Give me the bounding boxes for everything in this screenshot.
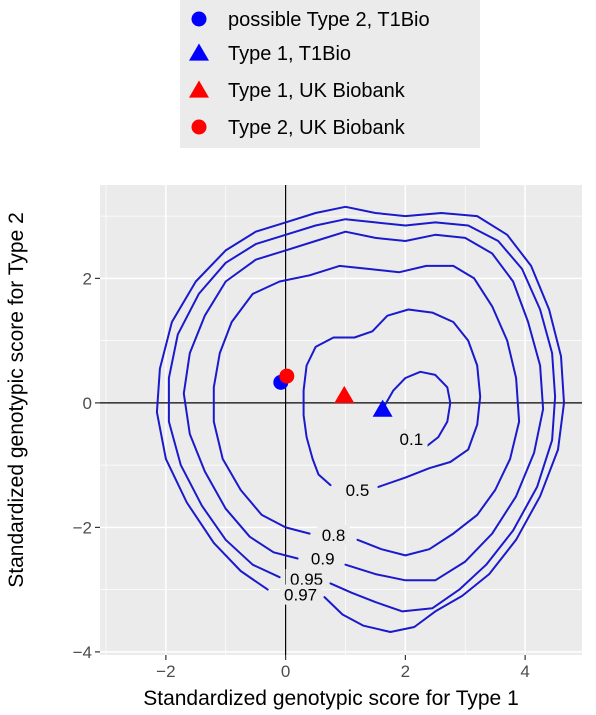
x-tick-label: −2: [156, 662, 175, 681]
contour-label-background: [306, 548, 339, 569]
y-tick-label: 0: [83, 394, 92, 413]
contour-line-0.5: [302, 308, 482, 488]
legend-marker: [189, 80, 209, 98]
contour-line-0.97: [155, 205, 565, 633]
legend-marker: [191, 119, 207, 135]
legend-label: Type 1, UK Biobank: [228, 80, 406, 102]
y-tick-label: −4: [73, 643, 92, 662]
y-tick-label: −2: [73, 518, 92, 537]
contour-label-background: [395, 428, 428, 449]
contour-label-background: [317, 524, 350, 545]
legend-label: possible Type 2, T1Bio: [228, 9, 430, 31]
contour-line-0.8: [212, 264, 521, 557]
contour-label: 0.97: [284, 586, 317, 605]
contour-line-0.9: [182, 230, 545, 582]
y-axis-ticks: −4 −2 0 2: [73, 269, 100, 662]
contour-labels: 0.1 0.5 0.8 0.90.950.97: [279, 428, 428, 605]
contour-label: 0.1: [400, 430, 424, 449]
y-axis-title: Standardized genotypic score for Type 2: [5, 212, 28, 588]
x-tick-label: 4: [520, 662, 529, 681]
contour-label-background: [279, 584, 322, 605]
legend-marker: [191, 11, 207, 27]
contour-label: 0.5: [346, 481, 370, 500]
data-points: [273, 368, 393, 417]
contour-lines: [155, 205, 565, 633]
legend-label: Type 1, T1Bio: [228, 43, 351, 65]
x-axis-title: Standardized genotypic score for Type 1: [143, 687, 519, 710]
plot-panel: [100, 185, 582, 655]
contour-line-0.95: [167, 218, 557, 613]
data-point: [372, 399, 393, 417]
legend-label: Type 2, UK Biobank: [228, 117, 406, 139]
contour-label: 0.9: [311, 550, 335, 569]
legend: possible Type 2, T1Bio Type 1, T1Bio Type …: [189, 9, 430, 139]
contour-line-0.1: [380, 370, 452, 448]
y-tick-label: 2: [83, 269, 92, 288]
legend-background: [180, 0, 480, 148]
x-tick-label: 2: [401, 662, 410, 681]
legend-marker: [189, 43, 209, 61]
x-tick-label: 0: [281, 662, 290, 681]
x-axis-ticks: −2 0 2 4: [156, 655, 530, 681]
data-point: [279, 368, 295, 384]
contour-label-background: [285, 569, 328, 590]
contour-label-background: [341, 480, 374, 501]
contour-label: 0.8: [322, 526, 346, 545]
contour-label: 0.95: [290, 570, 323, 589]
data-point: [334, 385, 355, 404]
